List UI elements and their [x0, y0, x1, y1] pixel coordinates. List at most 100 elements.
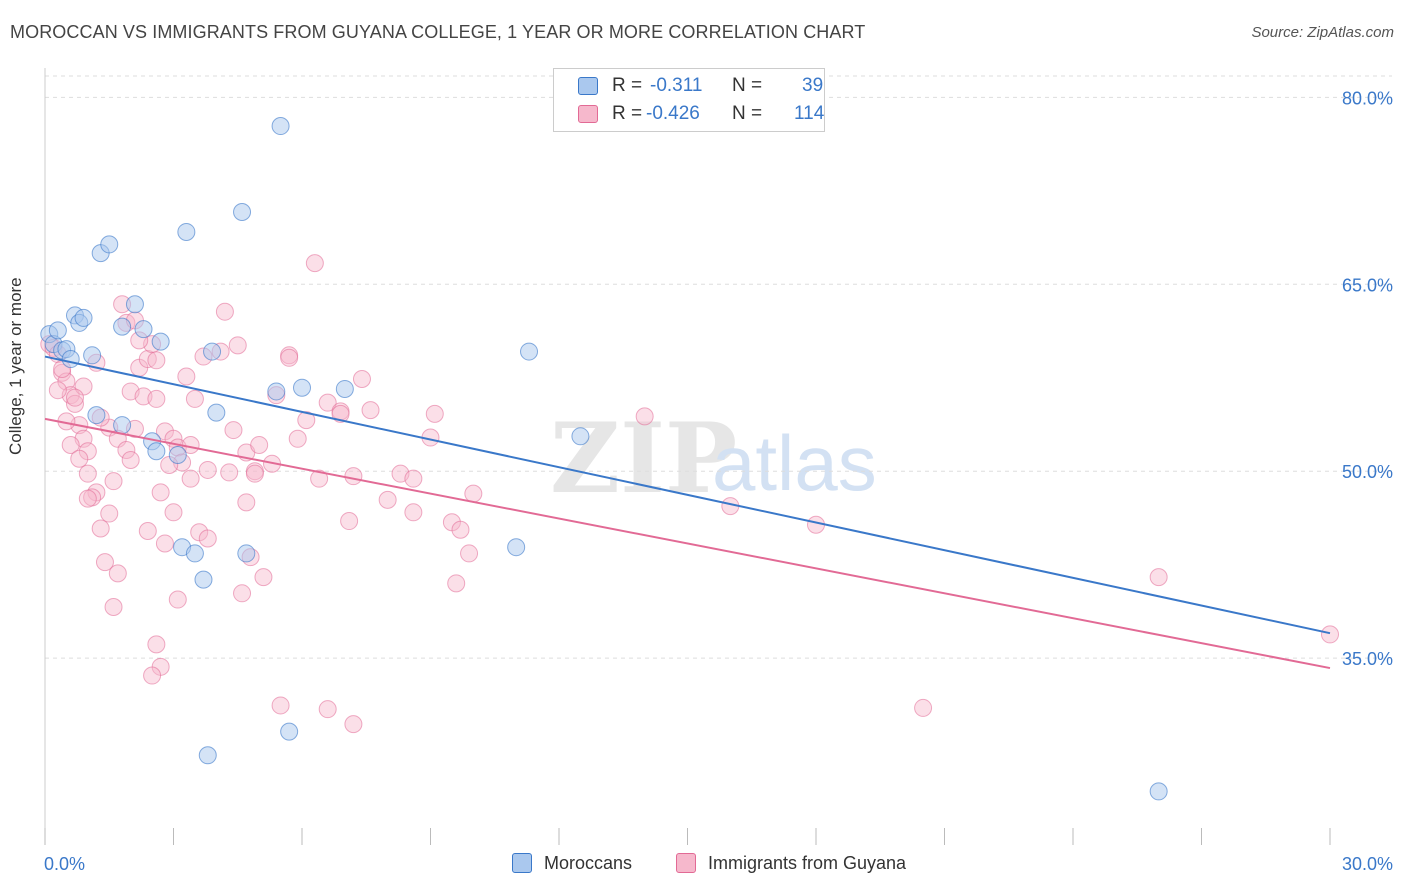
data-point-moroccans: [147, 442, 166, 461]
data-point-moroccans: [233, 203, 252, 222]
data-point-guyana: [310, 469, 329, 488]
data-point-guyana: [237, 493, 256, 512]
data-point-moroccans: [237, 544, 256, 563]
legend-r-value: -0.426: [646, 103, 700, 124]
data-point-guyana: [331, 404, 350, 423]
data-point-guyana: [425, 404, 444, 423]
legend-label: Moroccans: [544, 853, 633, 873]
data-point-guyana: [447, 574, 466, 593]
data-point-guyana: [65, 388, 84, 407]
data-point-guyana: [108, 564, 127, 583]
legend-n-label: N =: [732, 103, 763, 124]
data-point-guyana: [305, 254, 324, 273]
data-point-guyana: [352, 369, 371, 388]
data-point-moroccans: [571, 427, 590, 446]
data-point-guyana: [635, 407, 654, 426]
data-point-guyana: [280, 348, 299, 367]
y-tick-label: 65.0%: [1342, 275, 1393, 295]
data-point-moroccans: [151, 332, 170, 351]
data-point-guyana: [344, 715, 363, 734]
data-point-guyana: [181, 469, 200, 488]
data-point-moroccans: [198, 746, 217, 765]
data-point-guyana: [361, 401, 380, 420]
data-point-guyana: [254, 568, 273, 587]
y-axis-label: College, 1 year or more: [6, 277, 25, 455]
data-point-moroccans: [271, 117, 290, 136]
data-point-moroccans: [194, 570, 213, 589]
data-point-guyana: [151, 483, 170, 502]
data-point-moroccans: [267, 382, 286, 401]
legend-r-label: R =: [612, 75, 643, 96]
stats-legend: R = -0.311 N = 39 R = -0.426 N = 114: [553, 68, 825, 132]
data-point-moroccans: [177, 222, 196, 241]
x-tick-label-min: 0.0%: [44, 854, 85, 874]
data-point-moroccans: [293, 378, 311, 397]
y-tick-labels: 35.0% 50.0% 65.0% 80.0%: [1342, 88, 1393, 669]
data-point-guyana: [344, 467, 363, 486]
data-point-guyana: [460, 544, 479, 563]
data-point-guyana: [48, 381, 67, 400]
data-point-guyana: [404, 503, 423, 522]
data-point-moroccans: [280, 722, 299, 741]
data-point-moroccans: [87, 406, 106, 425]
legend-label: Immigrants from Guyana: [708, 853, 907, 873]
chart-title: MOROCCAN VS IMMIGRANTS FROM GUYANA COLLE…: [10, 22, 866, 42]
data-point-guyana: [53, 363, 72, 382]
data-point-guyana: [117, 441, 136, 460]
data-point-guyana: [104, 472, 123, 491]
data-point-guyana: [100, 504, 119, 523]
data-point-guyana: [378, 490, 397, 509]
data-point-moroccans: [74, 308, 93, 327]
legend-swatch-pink: [676, 853, 696, 873]
legend-n-value: 114: [794, 103, 825, 124]
data-point-guyana: [297, 411, 316, 430]
data-point-guyana: [91, 519, 110, 538]
data-point-guyana: [143, 666, 162, 685]
data-point-guyana: [177, 367, 196, 386]
data-point-guyana: [147, 635, 166, 654]
data-point-moroccans: [507, 538, 526, 557]
data-point-guyana: [61, 436, 80, 455]
data-point-guyana: [138, 522, 157, 540]
data-point-moroccans: [125, 295, 144, 314]
legend-n-label: N =: [732, 75, 763, 96]
data-point-guyana: [224, 421, 243, 440]
data-point-moroccans: [61, 350, 80, 369]
legend-swatch-blue: [578, 77, 598, 95]
data-point-guyana: [271, 696, 290, 715]
data-point-guyana: [198, 529, 217, 548]
data-point-guyana: [404, 469, 423, 488]
watermark: ZIP atlas: [550, 402, 877, 515]
data-point-moroccans: [207, 403, 226, 422]
watermark-zip: ZIP: [550, 402, 737, 515]
legend-r-value: -0.311: [650, 75, 703, 96]
data-point-guyana: [233, 584, 252, 603]
data-point-guyana: [155, 534, 174, 553]
data-point-guyana: [914, 698, 933, 717]
y-tick-label: 35.0%: [1342, 649, 1393, 669]
data-point-moroccans: [520, 342, 539, 361]
data-point-moroccans: [48, 321, 67, 340]
y-tick-label: 80.0%: [1342, 88, 1393, 108]
data-point-guyana: [121, 450, 140, 469]
data-point-guyana: [340, 512, 359, 531]
data-point-guyana: [198, 460, 217, 479]
data-point-moroccans: [185, 544, 204, 563]
data-point-guyana: [250, 436, 269, 455]
data-point-moroccans: [83, 346, 102, 365]
data-point-guyana: [65, 394, 84, 413]
data-point-guyana: [220, 463, 239, 482]
x-tick-label-max: 30.0%: [1342, 854, 1393, 874]
data-point-guyana: [70, 449, 89, 468]
data-point-moroccans: [113, 317, 132, 336]
legend-r-label: R =: [612, 103, 643, 124]
grid: [45, 75, 1392, 659]
trend-line-guyana: [44, 417, 1331, 670]
trend-line-moroccans: [44, 355, 1331, 635]
data-point-guyana: [1321, 625, 1339, 644]
data-point-moroccans: [203, 342, 222, 361]
data-point-guyana: [147, 389, 166, 408]
data-point-moroccans: [100, 235, 119, 254]
data-point-guyana: [318, 393, 337, 412]
